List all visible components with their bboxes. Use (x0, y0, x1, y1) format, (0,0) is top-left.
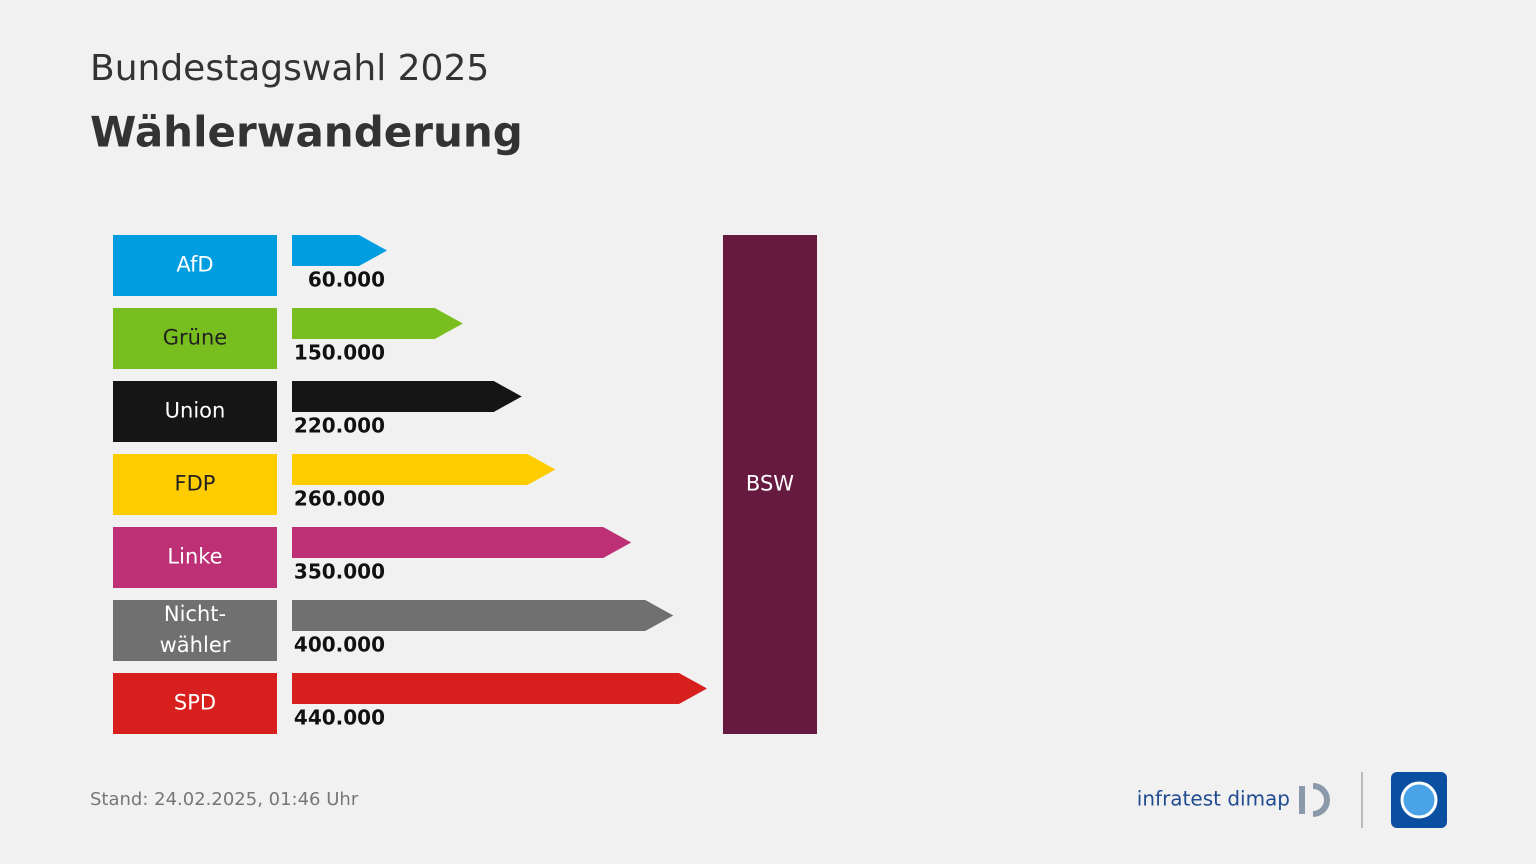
category-box (113, 600, 277, 661)
value-label: 150.000 (294, 341, 385, 365)
category-label: Nicht-wähler (160, 602, 231, 657)
category-box (113, 235, 277, 296)
brand: infratest dimap (1137, 787, 1290, 811)
value-label: 350.000 (294, 560, 385, 584)
value-label: 60.000 (308, 268, 385, 292)
category-box (113, 308, 277, 369)
category-label: Union (165, 399, 226, 423)
value-label: 440.000 (294, 706, 385, 730)
category-box (113, 673, 277, 734)
ard-logo-mark (1400, 781, 1438, 819)
category-label-line: Nicht- (164, 602, 226, 626)
value-label: 260.000 (294, 487, 385, 511)
value-label: 400.000 (294, 633, 385, 657)
arrow (292, 527, 632, 558)
category-label: SPD (174, 691, 216, 715)
arrow (292, 600, 674, 631)
title: Wählerwanderung (90, 108, 523, 157)
category-label: AfD (176, 253, 213, 277)
target-box (723, 235, 817, 734)
target-label: BSW (746, 472, 794, 496)
stand: Stand: 24.02.2025, 01:46 Uhr (90, 789, 359, 810)
arrow (292, 673, 707, 704)
category-label-line: wähler (160, 633, 231, 657)
supertitle: Bundestagswahl 2025 (90, 48, 489, 89)
arrow (292, 235, 388, 266)
category-box (113, 381, 277, 442)
value-label: 220.000 (294, 414, 385, 438)
arrow (292, 454, 556, 485)
category-label: Grüne (163, 326, 227, 350)
arrow (292, 381, 522, 412)
category-box (113, 527, 277, 588)
brand-logo (1299, 783, 1330, 817)
category-label: Linke (167, 545, 222, 569)
arrow (292, 308, 463, 339)
category-label: FDP (175, 472, 216, 496)
category-box (113, 454, 277, 515)
